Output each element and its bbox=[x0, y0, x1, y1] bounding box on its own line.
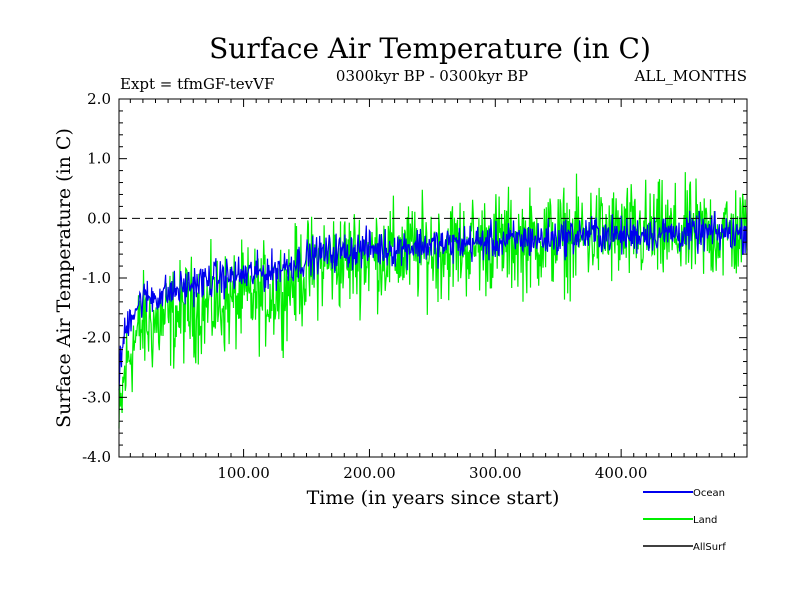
series-line-land bbox=[118, 172, 748, 429]
y-tick-label: 2.0 bbox=[87, 90, 111, 108]
experiment-label: Expt = tfmGF-tevVF bbox=[120, 75, 274, 93]
y-tick-label: -3.0 bbox=[82, 388, 111, 406]
x-tick-label: 300.00 bbox=[469, 464, 522, 482]
y-tick-label: 0.0 bbox=[87, 209, 111, 227]
x-tick-label: 400.00 bbox=[595, 464, 648, 482]
legend-label-allsurf: AllSurf bbox=[693, 542, 726, 553]
series-layer bbox=[118, 172, 748, 429]
y-axis-label: Surface Air Temperature (in C) bbox=[53, 128, 75, 428]
legend: Ocean Land AllSurf bbox=[643, 488, 726, 553]
legend-label-ocean: Ocean bbox=[693, 488, 725, 499]
x-tick-label: 100.00 bbox=[217, 464, 270, 482]
y-tick-label: -1.0 bbox=[82, 269, 111, 287]
x-tick-label: 200.00 bbox=[343, 464, 396, 482]
x-axis: 100.00 200.00 300.00 400.00 bbox=[129, 99, 735, 482]
period-label: 0300kyr BP - 0300kyr BP bbox=[336, 67, 528, 85]
y-axis: 2.0 1.0 0.0 -1.0 -2.0 -3.0 -4.0 bbox=[82, 90, 747, 466]
chart-title: Surface Air Temperature (in C) bbox=[209, 32, 651, 65]
y-tick-label: 1.0 bbox=[87, 150, 111, 168]
y-tick-label: -2.0 bbox=[82, 329, 111, 347]
x-axis-label: Time (in years since start) bbox=[307, 487, 560, 509]
months-label: ALL_MONTHS bbox=[634, 67, 747, 85]
series-line-ocean bbox=[118, 210, 748, 391]
y-tick-label: -4.0 bbox=[82, 448, 111, 466]
legend-label-land: Land bbox=[693, 515, 717, 526]
